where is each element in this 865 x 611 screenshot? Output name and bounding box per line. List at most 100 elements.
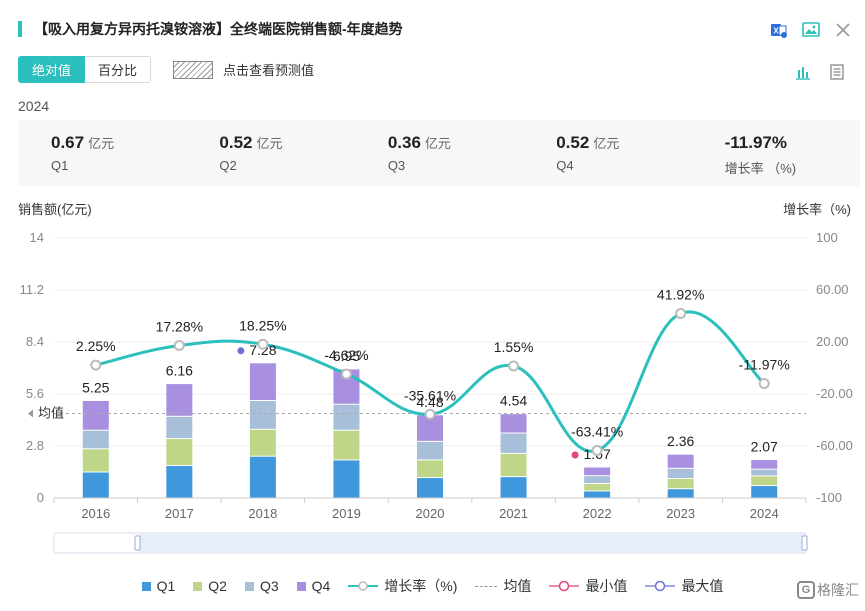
bar-segment-q1 <box>166 466 193 498</box>
bar-total-label: 4.48 <box>416 394 443 410</box>
summary-value: 0.52 亿元 <box>556 133 620 152</box>
growth-label: -35.61% <box>404 387 456 403</box>
legend-item-q4[interactable]: Q4 <box>296 576 331 596</box>
bar-segment-q3 <box>751 469 778 476</box>
summary-label: 增长率 （%) <box>724 161 797 176</box>
watermark-text: 格隆汇 <box>817 582 859 598</box>
y-right-tick-label: 60.00 <box>816 282 849 297</box>
bar-segment-q2 <box>667 479 694 489</box>
legend-label: Q2 <box>208 578 227 594</box>
legend-swatch <box>244 581 254 591</box>
bar-segment-q1 <box>667 489 694 498</box>
average-label: 均值 <box>38 406 64 421</box>
chart-type-tools <box>793 62 847 82</box>
legend-item-q3[interactable]: Q3 <box>244 576 279 596</box>
absolute-value-button[interactable]: 绝对值 <box>18 56 86 83</box>
growth-label: 41.92% <box>657 287 704 303</box>
legend-item-avg[interactable]: 均值 <box>475 576 531 596</box>
bar-segment-q3 <box>667 468 694 478</box>
legend-label: Q1 <box>156 578 176 594</box>
legend-item-max[interactable]: 最大值 <box>645 576 723 596</box>
svg-text:X: X <box>773 27 779 36</box>
x-tick-label: 2019 <box>332 506 361 521</box>
bar-segment-q4 <box>500 414 527 433</box>
x-tick-label: 2017 <box>165 506 194 521</box>
bar-chart-icon[interactable] <box>793 62 813 82</box>
growth-point <box>424 408 436 420</box>
legend-item-q1[interactable]: Q1 <box>141 576 176 596</box>
sales-chart: 0 -100 2.8 -60.00 5.6 -20.00 8.4 20.00 11.2 60.00… <box>20 230 853 554</box>
x-tick-label: 2022 <box>583 506 612 521</box>
bar-segment-q2 <box>417 460 443 478</box>
growth-label: -4.62% <box>324 347 368 363</box>
percent-button[interactable]: 百分比 <box>85 56 152 83</box>
bar-segment-q3 <box>500 433 527 453</box>
bar-segment-q4 <box>751 460 778 469</box>
y-left-tick-label: 5.6 <box>26 386 44 401</box>
bar-segment-q3 <box>584 476 611 484</box>
summary-value: -11.97% <box>724 133 788 152</box>
bar-segment-q1 <box>500 477 527 498</box>
legend-swatch <box>193 581 203 591</box>
y-right-tick-label: 20.00 <box>816 334 849 349</box>
summary-item-q4: 0.52 亿元 Q4 <box>523 120 691 186</box>
zoom-slider-right-handle[interactable] <box>801 535 808 551</box>
bar-total-label: 7.28 <box>249 342 276 358</box>
legend-label: Q4 <box>311 578 331 594</box>
growth-label: 2.25% <box>76 338 116 354</box>
export-image-icon[interactable] <box>801 20 821 40</box>
average-marker-icon <box>28 409 33 418</box>
bar-total-label: 2.07 <box>751 439 778 455</box>
x-tick-label: 2024 <box>750 506 779 521</box>
growth-point <box>758 378 770 390</box>
x-tick-label: 2020 <box>416 506 445 521</box>
legend-max-swatch <box>645 580 676 592</box>
max-value-marker <box>237 347 245 355</box>
summary-label: Q4 <box>556 158 574 173</box>
y-right-tick-label: 100 <box>816 230 838 245</box>
bar-total-label: 4.54 <box>500 393 527 409</box>
bar-segment-q1 <box>417 478 443 498</box>
bar-segment-q4 <box>166 384 193 416</box>
x-tick-label: 2021 <box>499 506 528 521</box>
legend-swatch <box>141 581 151 591</box>
y-right-tick-label: -100 <box>816 490 842 505</box>
y-right-tick-label: -60.00 <box>816 438 853 453</box>
legend-label: Q3 <box>259 578 279 594</box>
summary-item-q2: 0.52 亿元 Q2 <box>186 120 354 186</box>
bar-total-label: 2.36 <box>667 433 694 449</box>
legend-item-growth[interactable]: 增长率（%) <box>348 576 457 596</box>
growth-label: -11.97% <box>739 357 790 373</box>
summary-year: 2024 <box>18 98 50 114</box>
legend-label: 最小值 <box>585 578 628 594</box>
zoom-slider-left-handle[interactable] <box>134 535 141 551</box>
forecast-toggle[interactable]: 点击查看预测值 <box>173 60 314 79</box>
right-axis-title: 增长率（%) <box>783 202 851 217</box>
legend-min-swatch <box>549 580 580 592</box>
zoom-slider-selection <box>138 534 805 552</box>
table-view-icon[interactable] <box>827 62 847 82</box>
bar-segment-q1 <box>82 472 109 498</box>
bar-segment-q3 <box>249 401 276 429</box>
legend-label: 均值 <box>503 578 532 594</box>
legend-label: 增长率（%) <box>384 578 458 594</box>
growth-point <box>340 368 352 380</box>
bar-segment-q2 <box>249 429 276 456</box>
bar-segment-q2 <box>166 439 193 465</box>
top-icon-group: X <box>769 20 853 40</box>
summary-value: 0.36 亿元 <box>387 133 451 152</box>
growth-point <box>90 359 102 371</box>
legend-item-q2[interactable]: Q2 <box>193 576 227 596</box>
title-accent-bar <box>18 21 22 37</box>
summary-item-q1: 0.67 亿元 Q1 <box>18 120 186 186</box>
summary-item-growth: -11.97% 增长率 （%) <box>692 120 860 186</box>
bar-segment-q1 <box>584 491 611 498</box>
min-value-marker <box>571 451 579 459</box>
forecast-hatch-icon <box>173 60 214 79</box>
legend-dash-swatch <box>475 585 498 587</box>
close-icon[interactable] <box>833 20 853 40</box>
growth-point <box>257 338 269 350</box>
legend-item-min[interactable]: 最小值 <box>549 576 627 596</box>
export-excel-icon[interactable]: X <box>769 20 789 40</box>
x-tick-label: 2018 <box>248 506 277 521</box>
